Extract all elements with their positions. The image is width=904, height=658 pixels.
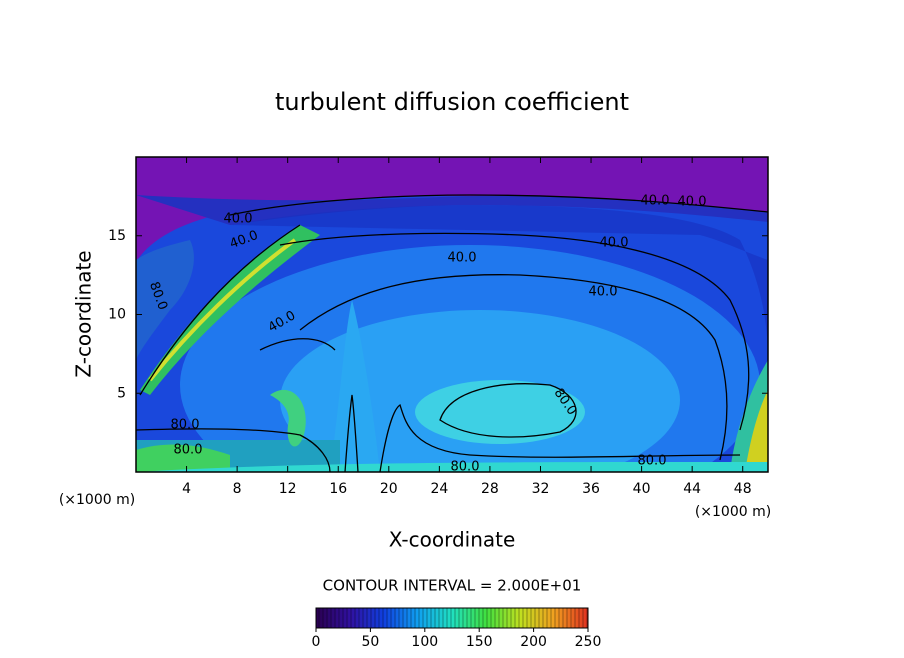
x-tick-label: 20: [380, 481, 398, 497]
colorbar-tick-label: 0: [312, 634, 321, 650]
contour-label: 80.0: [451, 460, 480, 475]
x-tick-label: 28: [481, 481, 499, 497]
x-tick-label: 16: [329, 481, 347, 497]
colorbar-stripes: [318, 608, 588, 628]
chart-title: turbulent diffusion coefficient: [275, 88, 629, 116]
x-unit-label: (×1000 m): [59, 492, 135, 508]
contour-interval: CONTOUR INTERVAL = 2.000E+01: [323, 577, 582, 595]
colorbar-tick-label: 200: [520, 634, 547, 650]
x-tick-label: 32: [532, 481, 550, 497]
contour-label: 40.0: [678, 195, 707, 210]
x-tick-label: 24: [430, 481, 448, 497]
y-tick-label: 10: [108, 307, 126, 323]
x-tick-label: 36: [582, 481, 600, 497]
colorbar-frame: [315, 607, 589, 629]
contour-label: 40.0: [589, 285, 618, 300]
contour-label: 80.0: [171, 418, 200, 433]
y-tick-label: 15: [108, 228, 126, 244]
x-unit-label: (×1000 m): [695, 504, 771, 520]
colorbar-tick-label: 50: [361, 634, 379, 650]
contour-label: 40.0: [641, 194, 670, 209]
colorbar-tick-label: 100: [411, 634, 438, 650]
x-tick-label: 44: [683, 481, 701, 497]
y-tick-label: 5: [117, 385, 126, 401]
x-tick-label: 8: [233, 481, 242, 497]
x-tick-label: 12: [279, 481, 297, 497]
contour-label: 80.0: [638, 454, 667, 469]
colorbar-tick-label: 250: [575, 634, 602, 650]
contour-label: 40.0: [448, 251, 477, 266]
contour-field: [136, 157, 768, 472]
colorbar-tick-label: 150: [466, 634, 493, 650]
x-axis-label: X-coordinate: [389, 528, 516, 552]
contour-label: 40.0: [600, 236, 629, 251]
contour-label: 80.0: [174, 443, 203, 458]
x-tick-label: 4: [182, 481, 191, 497]
colorbar: [316, 608, 588, 628]
x-tick-label: 48: [734, 481, 752, 497]
y-axis-label: Z-coordinate: [72, 250, 96, 377]
contour-label: 40.0: [224, 212, 253, 227]
x-tick-label: 40: [633, 481, 651, 497]
